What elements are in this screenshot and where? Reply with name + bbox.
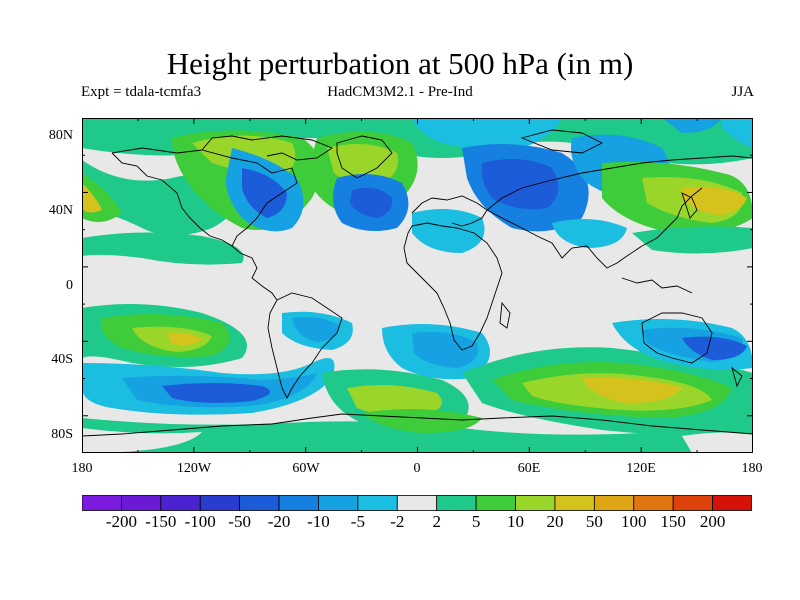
colorbar-label: 100 (621, 512, 647, 531)
colorbar-swatch (436, 495, 477, 511)
colorbar-swatch (475, 495, 516, 511)
colorbar (82, 495, 752, 511)
lon-label-180w: 180 (71, 461, 93, 476)
colorbar-label: 20 (546, 512, 564, 531)
colorbar-label: 2 (432, 512, 441, 531)
colorbar-swatch (712, 495, 752, 511)
colorbar-label: -150 (145, 512, 177, 531)
colorbar-label: 5 (471, 512, 481, 531)
colorbar-swatch (199, 495, 241, 511)
experiment-label: Expt = tdala-tcmfa3 (81, 84, 202, 100)
lon-label-60w: 60W (292, 461, 320, 476)
lon-label-120e: 120E (626, 461, 656, 476)
colorbar-label: 50 (585, 512, 603, 531)
colorbar-swatch (593, 495, 635, 511)
colorbar-label: -2 (390, 512, 405, 531)
lon-label-60e: 60E (517, 461, 541, 476)
colorbar-label: -200 (105, 512, 137, 531)
axis-ticks (82, 118, 753, 453)
chart-title: Height perturbation at 500 hPa (in m) (166, 46, 634, 81)
colorbar-swatch (554, 495, 595, 511)
lon-label-0: 0 (413, 461, 421, 476)
colorbar-swatch (278, 495, 319, 511)
colorbar-label: -5 (350, 512, 365, 531)
colorbar-swatch (318, 495, 359, 511)
map-panel (82, 118, 753, 453)
contour-field (82, 118, 753, 453)
lat-label-40s: 40S (51, 352, 73, 367)
colorbar-swatch (515, 495, 556, 511)
colorbar-swatch (672, 495, 713, 511)
colorbar-label: 10 (507, 512, 525, 531)
lat-label-80s: 80S (51, 427, 73, 442)
colorbar-swatch (121, 495, 162, 511)
colorbar-label: -50 (228, 512, 251, 531)
colorbar-swatch (239, 495, 280, 511)
lat-label-0: 0 (66, 278, 73, 293)
lat-label-80n: 80N (48, 128, 73, 143)
colorbar-swatch (357, 495, 398, 511)
colorbar-label: -100 (184, 512, 216, 531)
lat-label-40n: 40N (48, 203, 73, 218)
colorbar-swatch (396, 495, 438, 511)
colorbar-swatch (82, 495, 122, 511)
model-label: HadCM3M2.1 - Pre-Ind (327, 84, 473, 100)
lon-label-180e: 180 (741, 461, 763, 476)
lon-label-120w: 120W (176, 461, 212, 476)
colorbar-label: -10 (307, 512, 330, 531)
map-svg (82, 118, 753, 453)
coastlines (82, 129, 753, 437)
colorbar-swatch (633, 495, 674, 511)
colorbar-label: 200 (699, 512, 726, 531)
colorbar-label: 150 (660, 512, 686, 531)
colorbar-label: -20 (267, 512, 291, 531)
colorbar-swatch (160, 495, 201, 511)
season-label: JJA (731, 84, 754, 100)
